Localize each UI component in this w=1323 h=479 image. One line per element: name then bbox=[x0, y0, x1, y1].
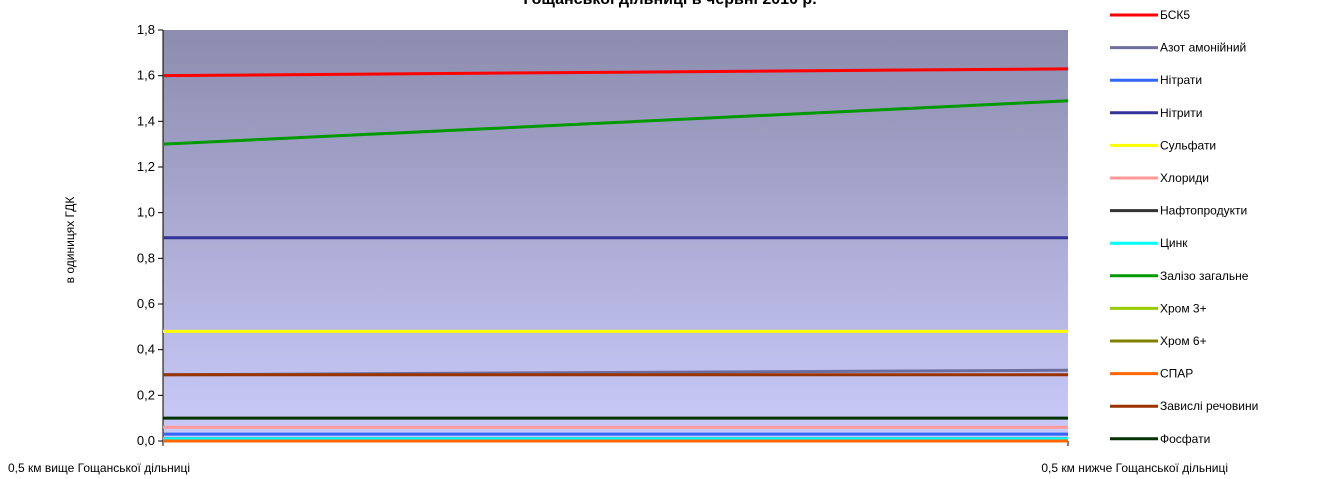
y-tick-label: 0,0 bbox=[137, 433, 155, 448]
legend-label: Хром 6+ bbox=[1160, 334, 1207, 348]
series-line bbox=[162, 67, 1069, 78]
legend-label: Сульфати bbox=[1160, 138, 1216, 152]
y-tick-label: 0,4 bbox=[137, 342, 155, 357]
legend-label: БСК5 bbox=[1160, 8, 1190, 22]
y-tick-label: 1,2 bbox=[137, 159, 155, 174]
legend-label: Нафтопродукти bbox=[1160, 204, 1247, 218]
legend-label: Азот амонійний bbox=[1160, 41, 1246, 55]
y-tick-label: 0,6 bbox=[137, 296, 155, 311]
plot-area bbox=[163, 30, 1068, 441]
y-tick-label: 1,4 bbox=[137, 113, 155, 128]
x-tick-label: 0,5 км нижче Гощанської дільниці bbox=[1041, 461, 1228, 475]
legend-label: Хром 3+ bbox=[1160, 301, 1207, 315]
y-tick-label: 1,6 bbox=[137, 68, 155, 83]
series-line bbox=[162, 99, 1069, 146]
y-tick-label: 1,0 bbox=[137, 205, 155, 220]
legend-label: Цинк bbox=[1160, 236, 1188, 250]
y-tick-label: 1,8 bbox=[137, 22, 155, 37]
y-tick-label: 0,2 bbox=[137, 387, 155, 402]
chart-title: Гощанської дільниці в червні 2010 р. bbox=[523, 0, 816, 8]
legend-label: Фосфати bbox=[1160, 432, 1210, 446]
y-tick-label: 0,8 bbox=[137, 250, 155, 265]
legend-label: Нітрати bbox=[1160, 73, 1202, 87]
y-axis-label: в одиницях ГДК bbox=[63, 197, 77, 284]
x-tick-label: 0,5 км вище Гощанської дільниці bbox=[8, 461, 190, 475]
legend-label: Залізо загальне bbox=[1160, 269, 1249, 283]
legend-label: Нітрити bbox=[1160, 106, 1202, 120]
legend-label: Хлориди bbox=[1160, 171, 1209, 185]
legend-label: Завислі речовини bbox=[1160, 399, 1258, 413]
legend-label: СПАР bbox=[1160, 367, 1193, 381]
